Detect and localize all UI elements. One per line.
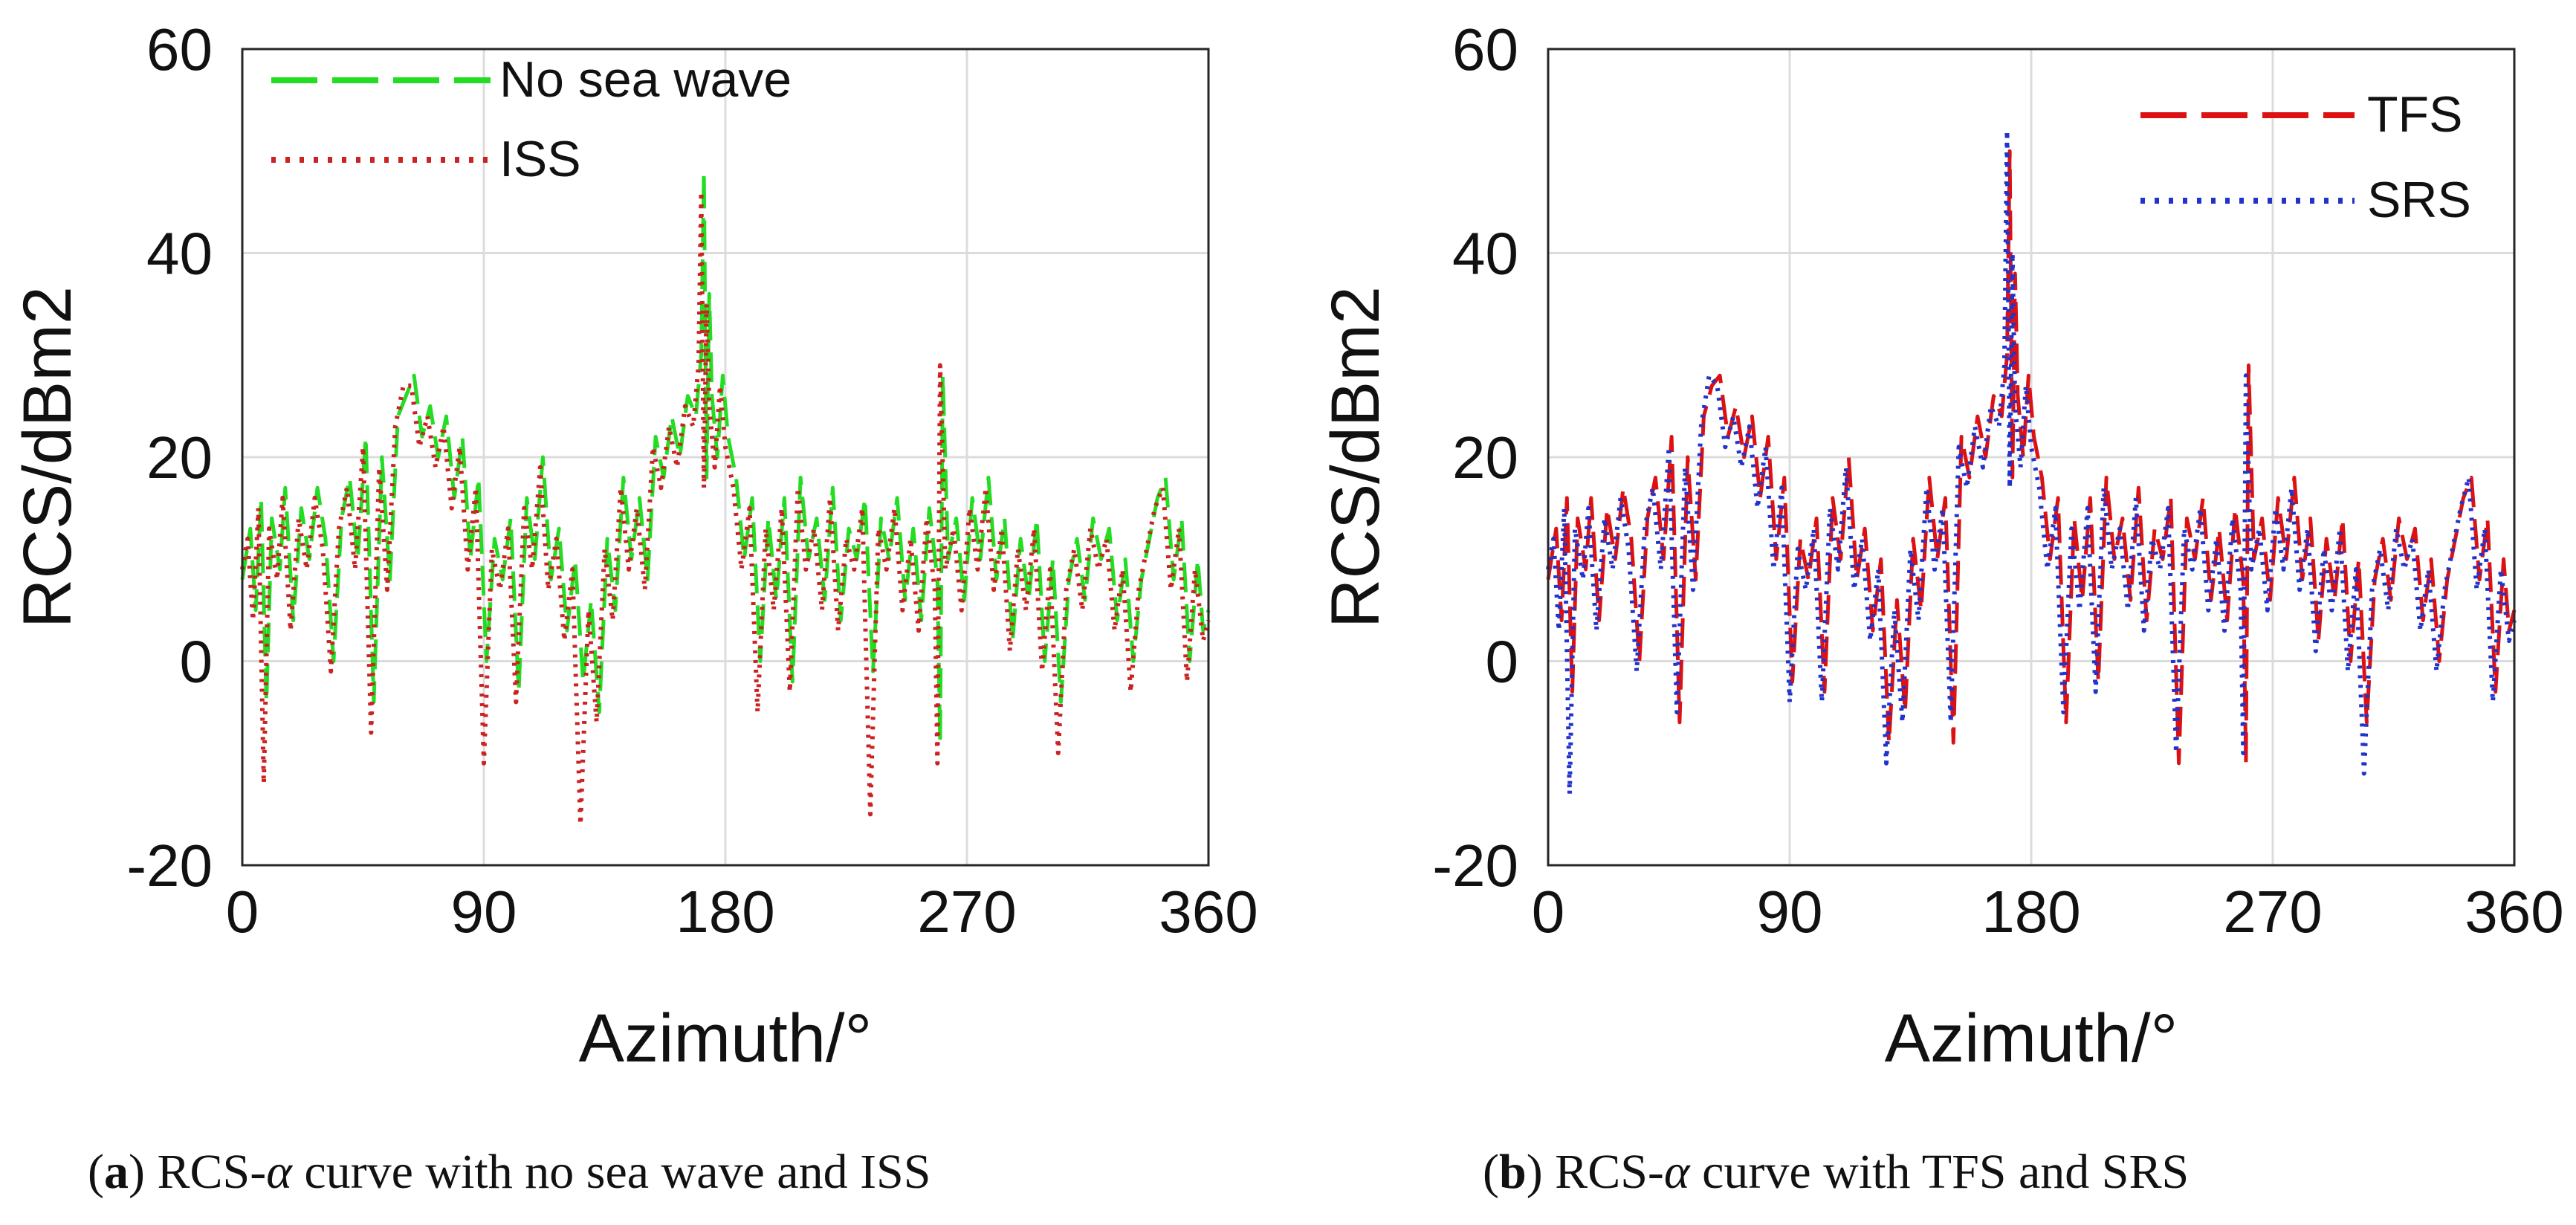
y-tick-label: 20: [146, 424, 213, 491]
x-tick-label: 360: [1159, 879, 1258, 945]
x-tick-label: 270: [917, 879, 1016, 945]
legend-a: No sea wave ISS: [271, 51, 792, 187]
y-tick-label: 60: [146, 16, 213, 83]
y-axis-title-a: RCS/dBm2: [10, 286, 85, 628]
x-axis-title-b: Azimuth/°: [1885, 1001, 2178, 1076]
y-tick-label: 0: [1486, 629, 1519, 695]
y-tick-label: -20: [1432, 833, 1518, 899]
caption-a-alpha: α: [266, 1145, 293, 1199]
y-tick-label: -20: [126, 833, 213, 899]
caption-a-open-paren: (: [88, 1145, 104, 1199]
x-tick-label: 0: [226, 879, 259, 945]
y-tick-label: 40: [1452, 221, 1518, 287]
legend-b: TFS SRS: [2140, 86, 2471, 228]
caption-a-post: curve with no sea wave and ISS: [292, 1145, 931, 1199]
x-tick-label: 360: [2465, 879, 2563, 945]
plot-area-a: [241, 48, 1210, 867]
y-tick-label: 40: [146, 221, 213, 287]
x-tick-label: 180: [1981, 879, 2080, 945]
caption-b-open-paren: (: [1483, 1145, 1499, 1199]
legend-label-tfs: TFS: [2367, 86, 2462, 143]
series-layer-a: [240, 169, 1211, 827]
x-tick-label: 0: [1532, 879, 1565, 945]
x-tick-label: 90: [451, 879, 517, 945]
series-layer-b: [1546, 128, 2517, 796]
y-tick-label: 60: [1452, 16, 1518, 83]
legend-label-srs: SRS: [2367, 172, 2471, 228]
caption-b-post: curve with TFS and SRS: [1690, 1145, 2190, 1199]
series-line-iss: [240, 190, 1211, 827]
x-tick-label: 270: [2223, 879, 2322, 945]
caption-b: (b) RCS-α curve with TFS and SRS: [1483, 1145, 2189, 1199]
caption-b-letter: b: [1499, 1145, 1527, 1199]
x-tick-label: 180: [676, 879, 774, 945]
gridlines-b: [1548, 49, 2514, 865]
x-tick-label: 90: [1757, 879, 1823, 945]
y-tick-label: 20: [1452, 424, 1518, 491]
caption-a-pre: ) RCS-: [129, 1145, 266, 1199]
caption-a-letter: a: [104, 1145, 129, 1199]
caption-b-pre: ) RCS-: [1527, 1145, 1664, 1199]
plot-area-b: [1547, 48, 2516, 867]
legend-label-no-sea-wave: No sea wave: [499, 51, 792, 108]
x-axis-title-a: Azimuth/°: [579, 1001, 873, 1076]
caption-b-alpha: α: [1664, 1145, 1691, 1199]
caption-a: (a) RCS-α curve with no sea wave and ISS: [88, 1145, 931, 1199]
legend-label-iss: ISS: [499, 131, 581, 187]
y-tick-label: 0: [180, 629, 213, 695]
y-axis-title-b: RCS/dBm2: [1318, 286, 1394, 628]
